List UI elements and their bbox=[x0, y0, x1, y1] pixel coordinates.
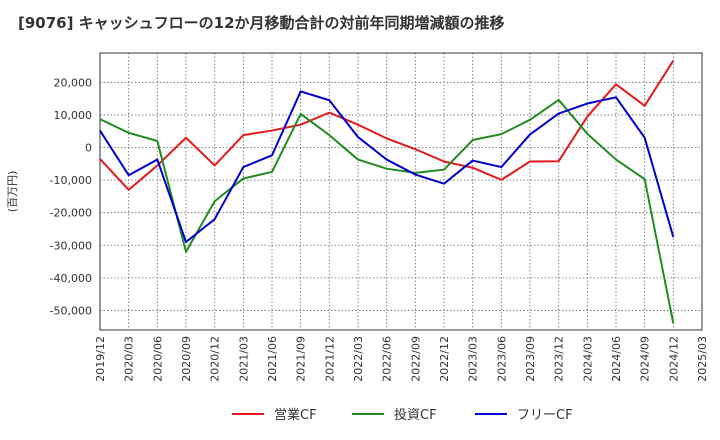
series-line-3 bbox=[99, 90, 675, 244]
legend-label-2: 投資CF bbox=[394, 407, 437, 423]
x-axis: 2019/12 2020/03 2020/06 2020/09 2020/12 2021/… bbox=[94, 336, 709, 382]
legend-label-3: フリーCF bbox=[517, 408, 573, 423]
x-tick-label: 2021/12 bbox=[323, 336, 336, 382]
x-tick-label: 2024/03 bbox=[581, 336, 594, 382]
y-tick-label: -20,000 bbox=[50, 207, 92, 220]
y-tick-label: -10,000 bbox=[50, 174, 92, 187]
x-tick-label: 2021/06 bbox=[266, 336, 279, 382]
x-tick-label: 2024/09 bbox=[639, 336, 652, 382]
x-tick-label: 2020/06 bbox=[151, 336, 164, 382]
x-tick-label: 2020/09 bbox=[180, 336, 193, 382]
chart-title: [9076] キャッシュフローの12か月移動合計の対前年同期増減額の推移 bbox=[18, 14, 505, 32]
series-layer bbox=[99, 59, 675, 324]
x-tick-label: 2022/12 bbox=[438, 336, 451, 382]
legend: 営業CF 投資CF フリーCF bbox=[232, 407, 573, 423]
y-tick-label: 20,000 bbox=[54, 76, 93, 89]
x-tick-label: 2020/12 bbox=[209, 336, 222, 382]
legend-label-1: 営業CF bbox=[274, 407, 317, 423]
y-tick-label: 0 bbox=[85, 142, 92, 155]
y-tick-label: -40,000 bbox=[50, 272, 92, 285]
x-tick-label: 2025/03 bbox=[696, 336, 709, 382]
x-tick-label: 2020/03 bbox=[123, 336, 136, 382]
y-axis-label: (百万円) bbox=[6, 171, 19, 213]
x-tick-label: 2022/03 bbox=[352, 336, 365, 382]
x-tick-label: 2024/12 bbox=[667, 336, 680, 382]
x-tick-label: 2023/06 bbox=[495, 336, 508, 382]
series-line-1 bbox=[99, 59, 675, 191]
x-tick-label: 2024/06 bbox=[610, 336, 623, 382]
x-tick-label: 2022/09 bbox=[409, 336, 422, 382]
x-tick-label: 2023/03 bbox=[467, 336, 480, 382]
grid bbox=[100, 53, 702, 330]
x-tick-label: 2022/06 bbox=[381, 336, 394, 382]
x-tick-label: 2023/09 bbox=[524, 336, 537, 382]
y-tick-label: -30,000 bbox=[50, 239, 92, 252]
plot-frame bbox=[99, 52, 703, 331]
x-tick-label: 2023/12 bbox=[553, 336, 566, 382]
y-axis: 20,000 10,000 0 -10,000 -20,000 -30,000 -40,00… bbox=[50, 76, 92, 317]
y-tick-label: 10,000 bbox=[54, 109, 93, 122]
x-tick-label: 2021/09 bbox=[295, 336, 308, 382]
x-tick-label: 2019/12 bbox=[94, 336, 107, 382]
x-tick-label: 2021/03 bbox=[237, 336, 250, 382]
y-tick-label: -50,000 bbox=[50, 304, 92, 317]
